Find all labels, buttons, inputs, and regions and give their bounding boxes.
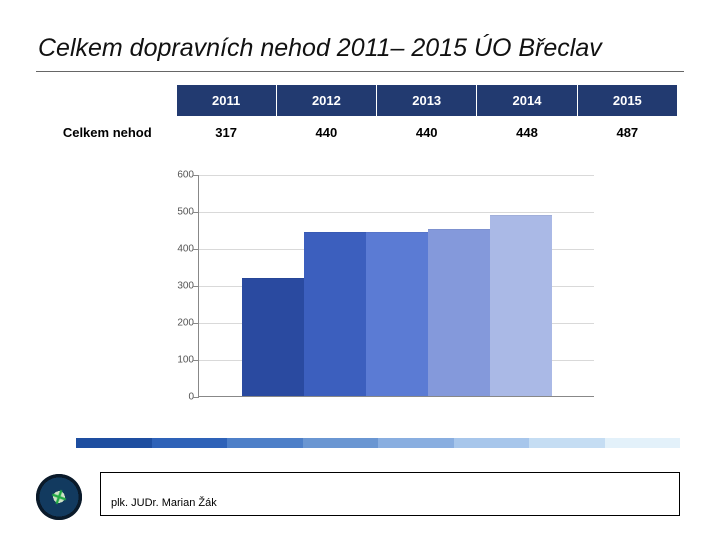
table-col-2015: 2015 bbox=[577, 85, 677, 117]
table-col-2013: 2013 bbox=[377, 85, 477, 117]
chart-ytick bbox=[193, 175, 199, 176]
chart-plot-area bbox=[198, 175, 594, 397]
chart-ytick bbox=[193, 323, 199, 324]
chart-ytick bbox=[193, 360, 199, 361]
chart-bar bbox=[242, 278, 304, 396]
chart-ylabel: 600 bbox=[160, 170, 194, 181]
table-col-2014: 2014 bbox=[477, 85, 577, 117]
chart-bar bbox=[490, 215, 552, 396]
footer-band-segment bbox=[76, 438, 152, 448]
table-col-2011: 2011 bbox=[176, 85, 276, 117]
table-col-2012: 2012 bbox=[276, 85, 376, 117]
chart-ylabel: 100 bbox=[160, 355, 194, 366]
chart-ylabel: 300 bbox=[160, 281, 194, 292]
chart-ylabel: 0 bbox=[160, 392, 194, 403]
footer-band bbox=[76, 438, 680, 448]
chart-bar bbox=[428, 229, 490, 396]
chart-ylabel: 400 bbox=[160, 244, 194, 255]
chart-bar bbox=[304, 232, 366, 396]
table-cell-2011: 317 bbox=[176, 117, 276, 149]
data-table: 2011 2012 2013 2014 2015 Celkem nehod 31… bbox=[38, 84, 678, 149]
table-cell-2015: 487 bbox=[577, 117, 677, 149]
table-header-row: 2011 2012 2013 2014 2015 bbox=[39, 85, 678, 117]
footer-band-segment bbox=[605, 438, 681, 448]
chart-y-axis: 0 100 200 300 400 500 600 bbox=[160, 171, 194, 411]
table-cell-2012: 440 bbox=[276, 117, 376, 149]
police-logo-icon bbox=[36, 474, 82, 520]
table-row: Celkem nehod 317 440 440 448 487 bbox=[39, 117, 678, 149]
slide-root: Celkem dopravních nehod 2011– 2015 ÚO Bř… bbox=[0, 0, 720, 540]
chart-ytick bbox=[193, 397, 199, 398]
table-header-blank bbox=[39, 85, 177, 117]
table-row-label: Celkem nehod bbox=[39, 117, 177, 149]
chart-ytick bbox=[193, 286, 199, 287]
table-header: 2011 2012 2013 2014 2015 bbox=[39, 85, 678, 117]
chart-bar bbox=[366, 232, 428, 396]
chart-ylabel: 200 bbox=[160, 318, 194, 329]
table-cell-2014: 448 bbox=[477, 117, 577, 149]
footer-band-segment bbox=[454, 438, 530, 448]
chart-ytick bbox=[193, 249, 199, 250]
footer-band-segment bbox=[529, 438, 605, 448]
footer-band-segment bbox=[152, 438, 228, 448]
chart-ylabel: 500 bbox=[160, 207, 194, 218]
table-cell-2013: 440 bbox=[377, 117, 477, 149]
bar-chart: 0 100 200 300 400 500 600 bbox=[160, 171, 600, 411]
footer-band-segment bbox=[378, 438, 454, 448]
chart-bars bbox=[199, 175, 594, 396]
footer-caption: plk. JUDr. Marian Žák bbox=[111, 497, 217, 509]
footer-band-segment bbox=[303, 438, 379, 448]
footer-band-segment bbox=[227, 438, 303, 448]
page-title: Celkem dopravních nehod 2011– 2015 ÚO Bř… bbox=[36, 30, 684, 72]
footer-caption-box: plk. JUDr. Marian Žák bbox=[100, 472, 680, 516]
chart-ytick bbox=[193, 212, 199, 213]
